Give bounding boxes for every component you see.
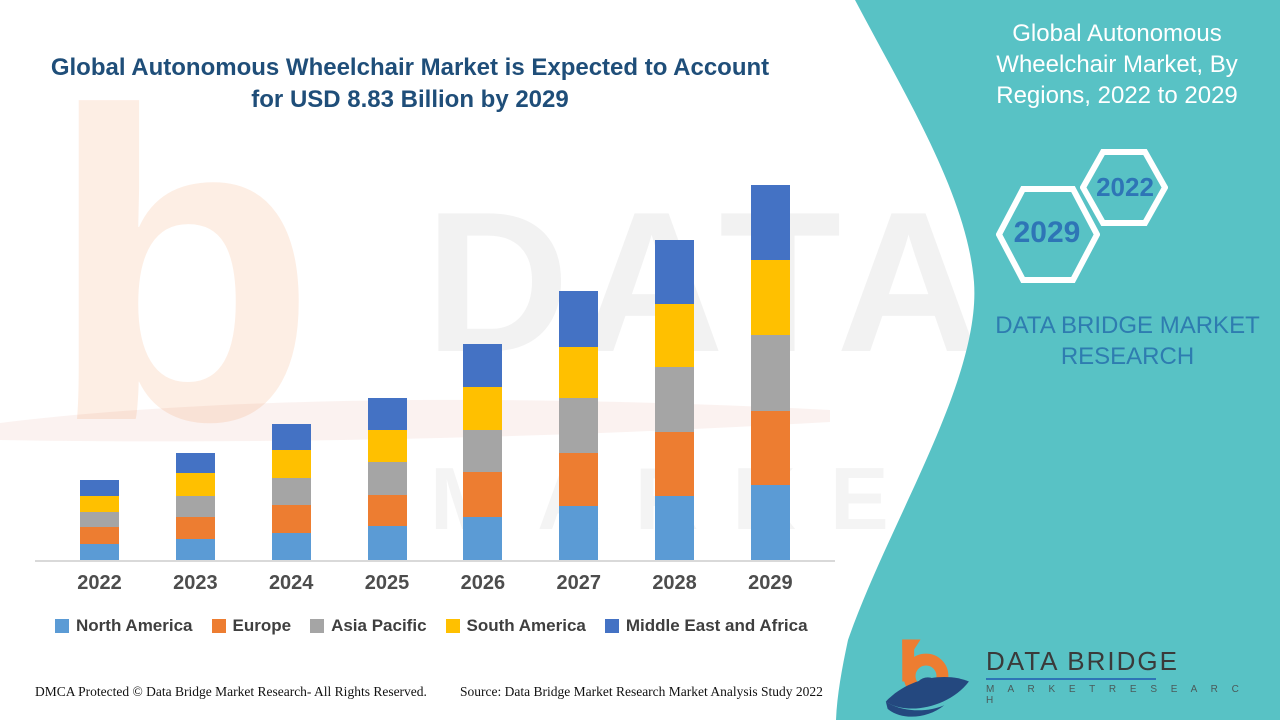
logo-divider — [986, 677, 1156, 680]
bar-segment-europe — [367, 495, 407, 526]
hexagon-year-2029: 2029 — [1013, 216, 1081, 249]
side-panel-title-line1: Global Autonomous — [1012, 20, 1222, 47]
x-axis-label-2025: 2025 — [364, 572, 410, 594]
bar-segment-north-america — [175, 539, 215, 560]
bar-segment-north-america — [80, 544, 119, 560]
bar-segment-north-america — [367, 526, 407, 560]
bar-segment-asia-pacific — [655, 367, 695, 432]
bar-segment-middle-east-and-africa — [463, 344, 503, 387]
page-title: Global Autonomous Wheelchair Market is E… — [40, 52, 780, 116]
x-axis-label-2026: 2026 — [460, 572, 506, 594]
x-axis-label-2023: 2023 — [173, 572, 218, 594]
legend-swatch-icon — [211, 619, 226, 633]
stacked-bar-plot — [80, 160, 790, 560]
bar-segment-south-america — [175, 473, 215, 496]
x-axis-label-2029: 2029 — [748, 572, 793, 594]
year-hexagons: 2029 2022 — [996, 148, 1176, 284]
bar-2026 — [463, 344, 503, 560]
footer-dmca-text: DMCA Protected © Data Bridge Market Rese… — [35, 684, 427, 699]
bar-segment-asia-pacific — [463, 430, 503, 472]
logo-subtitle: M A R K E T R E S E A R C H — [986, 683, 1245, 706]
page-title-line2: for USD 8.83 Billion by 2029 — [251, 86, 569, 113]
bar-segment-asia-pacific — [750, 335, 790, 411]
legend-item-asia-pacific: Asia Pacific — [310, 616, 427, 636]
bar-segment-asia-pacific — [367, 462, 407, 495]
bar-2024 — [271, 424, 311, 560]
side-panel-title: Global Autonomous Wheelchair Market, By … — [972, 18, 1262, 111]
data-bridge-logo-text: DATA BRIDGE M A R K E T R E S E A R C H — [986, 647, 1260, 706]
data-bridge-logo: DATA BRIDGE M A R K E T R E S E A R C H — [880, 632, 1260, 720]
bar-segment-north-america — [271, 533, 311, 560]
bar-segment-middle-east-and-africa — [750, 185, 790, 260]
chart-legend: North America Europe Asia Pacific South Ame… — [55, 616, 808, 636]
x-axis-label-2024: 2024 — [268, 572, 314, 594]
bar-segment-europe — [750, 411, 790, 485]
legend-swatch-icon — [445, 619, 460, 633]
data-bridge-logo-icon — [885, 639, 969, 717]
bar-2022 — [80, 480, 119, 560]
logo-wordmark: DATA BRIDGE — [986, 645, 1179, 676]
legend-item-north-america: North America — [55, 616, 193, 636]
bar-segment-south-america — [463, 387, 503, 430]
side-panel-brand-line2: RESEARCH — [1060, 343, 1195, 370]
bar-segment-north-america — [655, 496, 695, 560]
side-panel-title-line3: Regions, 2022 to 2029 — [996, 82, 1238, 109]
bar-segment-europe — [655, 432, 695, 496]
bar-segment-middle-east-and-africa — [655, 240, 695, 304]
bar-segment-europe — [559, 453, 599, 506]
bar-segment-middle-east-and-africa — [271, 424, 311, 450]
legend-item-middle-east-and-africa: Middle East and Africa — [604, 616, 808, 636]
legend-label: Asia Pacific — [331, 616, 427, 635]
page-title-line1: Global Autonomous Wheelchair Market is E… — [50, 54, 770, 81]
bar-segment-south-america — [559, 347, 599, 398]
legend-label: South America — [466, 616, 586, 635]
bar-segment-asia-pacific — [175, 496, 215, 517]
footer-source-text: Source: Data Bridge Market Research Mark… — [460, 684, 823, 699]
bar-segment-asia-pacific — [271, 478, 311, 505]
bar-segment-north-america — [750, 485, 790, 560]
legend-item-south-america: South America — [445, 616, 586, 636]
bar-segment-europe — [175, 517, 215, 539]
bar-segment-south-america — [367, 430, 407, 462]
bar-segment-middle-east-and-africa — [80, 480, 119, 496]
legend-item-europe: Europe — [211, 616, 292, 636]
bar-segment-north-america — [463, 517, 503, 560]
bar-segment-north-america — [559, 506, 599, 560]
legend-label: Middle East and Africa — [625, 616, 808, 635]
bar-2029 — [750, 185, 790, 560]
legend-swatch-icon — [604, 619, 619, 633]
bar-segment-middle-east-and-africa — [559, 291, 599, 347]
bar-2025 — [367, 398, 407, 560]
x-axis-label-2027: 2027 — [556, 572, 601, 594]
bar-segment-middle-east-and-africa — [175, 453, 215, 473]
side-panel-brand: DATA BRIDGE MARKET RESEARCH — [985, 310, 1270, 372]
bar-segment-europe — [80, 527, 119, 544]
legend-swatch-icon — [55, 619, 69, 633]
bar-segment-middle-east-and-africa — [367, 398, 407, 430]
bar-segment-south-america — [655, 304, 695, 367]
bar-segment-europe — [271, 505, 311, 533]
bar-segment-south-america — [80, 496, 119, 512]
bar-2027 — [559, 291, 599, 560]
x-axis-label-2028: 2028 — [652, 572, 697, 594]
x-axis-label-2022: 2022 — [77, 572, 122, 594]
hexagon-year-2022: 2022 — [1096, 172, 1154, 202]
legend-swatch-icon — [310, 619, 325, 633]
x-axis-line — [35, 560, 835, 562]
bar-2028 — [655, 240, 695, 560]
x-axis-labels: 2022 2023 2024 2025 2026 2027 2028 2029 — [77, 572, 793, 595]
bar-segment-south-america — [271, 450, 311, 478]
bar-segment-asia-pacific — [80, 512, 119, 527]
legend-label: North America — [76, 616, 193, 635]
legend-label: Europe — [232, 616, 292, 635]
side-panel-brand-line1: DATA BRIDGE MARKET — [995, 312, 1260, 339]
bar-segment-south-america — [750, 260, 790, 335]
bar-2023 — [175, 453, 215, 560]
bar-segment-europe — [463, 472, 503, 517]
bar-segment-asia-pacific — [559, 398, 599, 453]
hexagon-2022-icon — [1080, 149, 1168, 226]
side-panel-title-line2: Wheelchair Market, By — [996, 51, 1238, 78]
hexagon-2029-icon — [996, 186, 1100, 283]
